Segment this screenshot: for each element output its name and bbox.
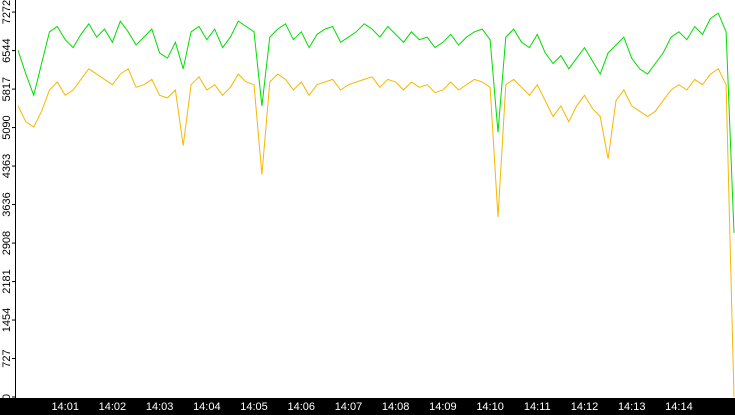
y-tick-label: 1454 [1,308,13,332]
x-tick-label: 14:14 [665,401,693,413]
x-tick-label: 14:10 [476,401,504,413]
x-tick-label: 14:04 [193,401,221,413]
x-tick-label: 14:12 [571,401,599,413]
y-tick-label: 0 [1,394,13,400]
series-line [17,68,735,398]
y-tick-label: 5817 [1,77,13,101]
y-tick-label: 4363 [1,154,13,178]
y-tick-label: 2908 [1,231,13,255]
x-tick-label: 14:02 [99,401,127,413]
series-line [17,12,735,233]
y-tick-label: 2181 [1,269,13,293]
x-tick-label: 14:13 [618,401,646,413]
x-axis-band [0,398,735,415]
x-tick-label: 14:05 [240,401,268,413]
x-tick-label: 14:03 [146,401,174,413]
x-tick-label: 14:01 [51,401,79,413]
y-tick-label: 5090 [1,115,13,139]
y-tick-label: 727 [1,349,13,367]
y-tick-label: 6544 [1,38,13,62]
x-tick-label: 14:11 [524,401,551,413]
x-tick-label: 14:07 [335,401,363,413]
y-tick-label: 7272 [1,0,13,24]
x-tick-label: 14:06 [287,401,315,413]
y-tick-label: 3636 [1,192,13,216]
x-tick-label: 14:09 [429,401,457,413]
x-tick-label: 14:08 [382,401,410,413]
